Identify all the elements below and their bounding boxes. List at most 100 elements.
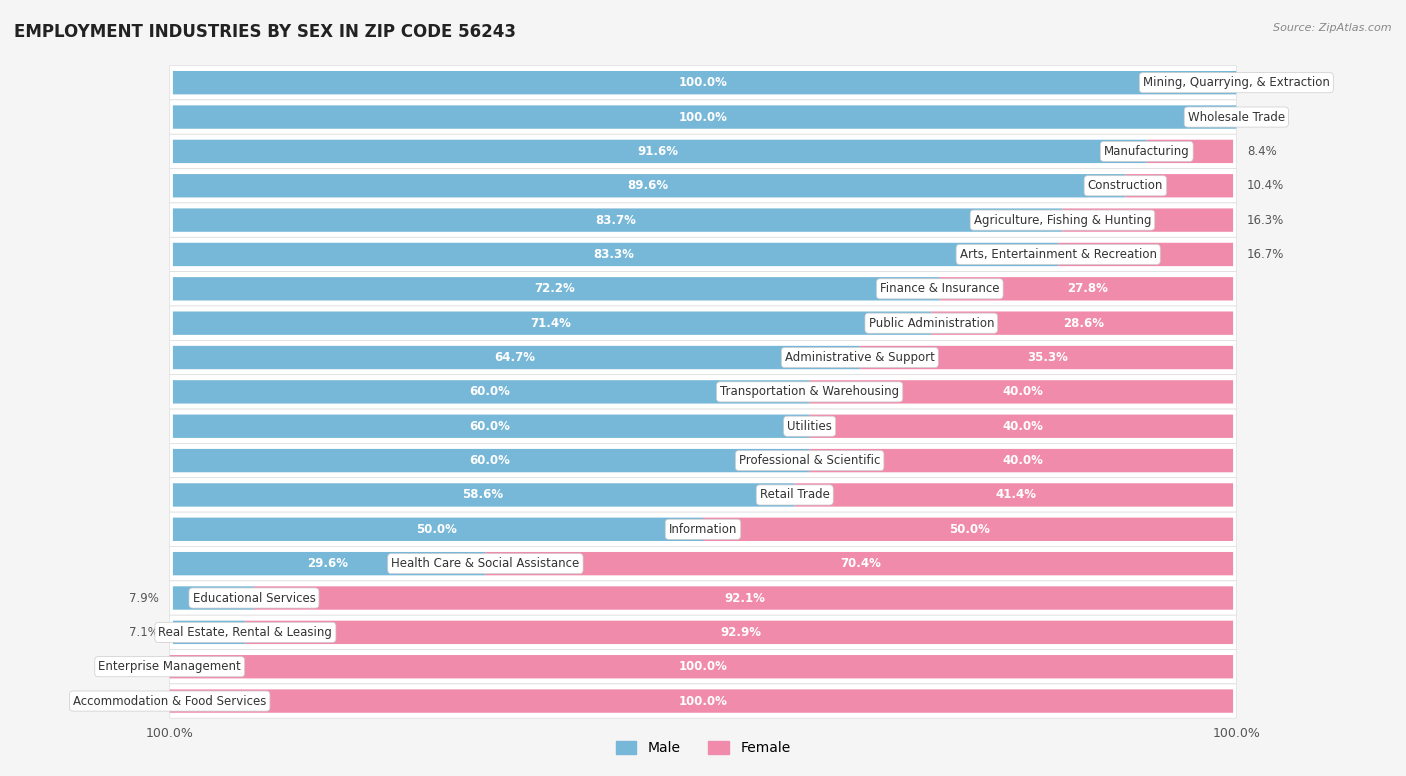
FancyBboxPatch shape [810, 449, 1233, 473]
FancyBboxPatch shape [173, 71, 1236, 95]
FancyBboxPatch shape [170, 375, 1236, 409]
FancyBboxPatch shape [173, 552, 485, 575]
Text: 60.0%: 60.0% [470, 420, 510, 433]
FancyBboxPatch shape [173, 209, 1063, 232]
FancyBboxPatch shape [485, 552, 1233, 575]
Text: 29.6%: 29.6% [307, 557, 349, 570]
Text: 0.0%: 0.0% [129, 695, 159, 708]
Text: 16.7%: 16.7% [1247, 248, 1284, 261]
Text: Construction: Construction [1088, 179, 1163, 192]
Text: 71.4%: 71.4% [530, 317, 571, 330]
Text: 89.6%: 89.6% [627, 179, 668, 192]
Text: Information: Information [669, 523, 737, 535]
Text: 64.7%: 64.7% [495, 351, 536, 364]
Text: 92.1%: 92.1% [724, 591, 766, 605]
FancyBboxPatch shape [173, 380, 810, 404]
FancyBboxPatch shape [173, 449, 810, 473]
Text: 100.0%: 100.0% [679, 76, 727, 89]
Text: Real Estate, Rental & Leasing: Real Estate, Rental & Leasing [159, 626, 332, 639]
Text: 83.3%: 83.3% [593, 248, 634, 261]
Text: 72.2%: 72.2% [534, 282, 575, 296]
Text: Wholesale Trade: Wholesale Trade [1188, 110, 1285, 123]
FancyBboxPatch shape [170, 655, 1233, 678]
FancyBboxPatch shape [173, 518, 703, 541]
Text: Educational Services: Educational Services [193, 591, 315, 605]
Text: 0.0%: 0.0% [129, 660, 159, 674]
Text: 28.6%: 28.6% [1063, 317, 1104, 330]
Text: Arts, Entertainment & Recreation: Arts, Entertainment & Recreation [960, 248, 1157, 261]
FancyBboxPatch shape [931, 311, 1233, 335]
Text: Enterprise Management: Enterprise Management [98, 660, 240, 674]
Text: Source: ZipAtlas.com: Source: ZipAtlas.com [1274, 23, 1392, 33]
FancyBboxPatch shape [170, 409, 1236, 443]
Text: Manufacturing: Manufacturing [1104, 145, 1189, 158]
Text: Professional & Scientific: Professional & Scientific [740, 454, 880, 467]
Text: 0.0%: 0.0% [1247, 76, 1277, 89]
FancyBboxPatch shape [170, 478, 1236, 512]
Text: 60.0%: 60.0% [470, 386, 510, 398]
Text: 40.0%: 40.0% [1002, 420, 1043, 433]
FancyBboxPatch shape [170, 684, 1236, 719]
FancyBboxPatch shape [1063, 209, 1233, 232]
FancyBboxPatch shape [170, 615, 1236, 650]
Text: 50.0%: 50.0% [949, 523, 990, 535]
FancyBboxPatch shape [173, 243, 1059, 266]
Text: 35.3%: 35.3% [1028, 351, 1069, 364]
Text: Agriculture, Fishing & Hunting: Agriculture, Fishing & Hunting [974, 213, 1152, 227]
Text: 0.0%: 0.0% [1247, 110, 1277, 123]
FancyBboxPatch shape [170, 443, 1236, 478]
FancyBboxPatch shape [170, 100, 1236, 134]
FancyBboxPatch shape [810, 414, 1233, 438]
FancyBboxPatch shape [810, 380, 1233, 404]
FancyBboxPatch shape [170, 65, 1236, 100]
FancyBboxPatch shape [173, 621, 246, 644]
Text: 16.3%: 16.3% [1247, 213, 1284, 227]
Text: 92.9%: 92.9% [720, 626, 762, 639]
FancyBboxPatch shape [173, 346, 860, 369]
FancyBboxPatch shape [173, 106, 1236, 129]
FancyBboxPatch shape [939, 277, 1233, 300]
Text: 70.4%: 70.4% [841, 557, 882, 570]
FancyBboxPatch shape [170, 237, 1236, 272]
FancyBboxPatch shape [170, 512, 1236, 546]
FancyBboxPatch shape [1059, 243, 1233, 266]
Text: Health Care & Social Assistance: Health Care & Social Assistance [391, 557, 579, 570]
Text: 27.8%: 27.8% [1067, 282, 1108, 296]
Text: 100.0%: 100.0% [679, 695, 727, 708]
Text: 10.4%: 10.4% [1247, 179, 1284, 192]
FancyBboxPatch shape [170, 341, 1236, 375]
Text: 58.6%: 58.6% [461, 488, 503, 501]
FancyBboxPatch shape [170, 580, 1236, 615]
FancyBboxPatch shape [173, 414, 810, 438]
FancyBboxPatch shape [170, 306, 1236, 341]
FancyBboxPatch shape [170, 689, 1233, 712]
Text: 41.4%: 41.4% [995, 488, 1036, 501]
FancyBboxPatch shape [170, 203, 1236, 237]
FancyBboxPatch shape [170, 650, 1236, 684]
Text: Finance & Insurance: Finance & Insurance [880, 282, 1000, 296]
Text: 60.0%: 60.0% [470, 454, 510, 467]
FancyBboxPatch shape [170, 134, 1236, 168]
FancyBboxPatch shape [170, 272, 1236, 306]
FancyBboxPatch shape [703, 518, 1233, 541]
FancyBboxPatch shape [254, 587, 1233, 610]
Text: 91.6%: 91.6% [638, 145, 679, 158]
Text: 50.0%: 50.0% [416, 523, 457, 535]
Text: 40.0%: 40.0% [1002, 386, 1043, 398]
Text: 7.9%: 7.9% [129, 591, 159, 605]
Text: 8.4%: 8.4% [1247, 145, 1277, 158]
Legend: Male, Female: Male, Female [610, 736, 796, 761]
Text: 40.0%: 40.0% [1002, 454, 1043, 467]
FancyBboxPatch shape [246, 621, 1233, 644]
FancyBboxPatch shape [173, 140, 1147, 163]
FancyBboxPatch shape [173, 311, 931, 335]
FancyBboxPatch shape [794, 483, 1233, 507]
FancyBboxPatch shape [170, 168, 1236, 203]
FancyBboxPatch shape [173, 587, 254, 610]
Text: 7.1%: 7.1% [129, 626, 159, 639]
Text: Transportation & Warehousing: Transportation & Warehousing [720, 386, 900, 398]
FancyBboxPatch shape [1147, 140, 1233, 163]
FancyBboxPatch shape [173, 277, 939, 300]
Text: Utilities: Utilities [787, 420, 832, 433]
Text: 100.0%: 100.0% [679, 110, 727, 123]
